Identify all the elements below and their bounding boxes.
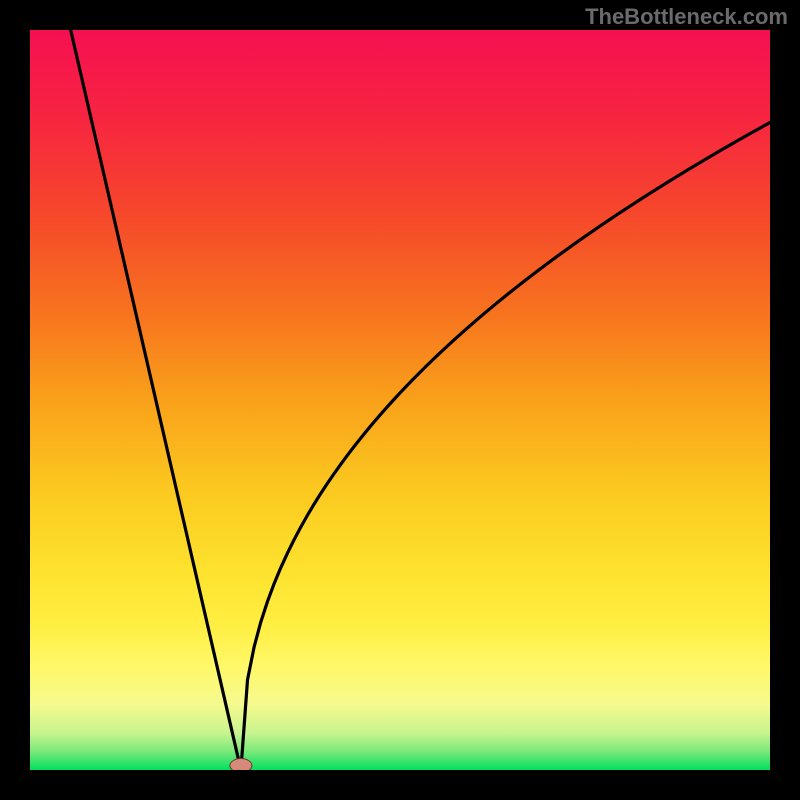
plot-background bbox=[30, 30, 770, 770]
chart-frame: TheBottleneck.com bbox=[0, 0, 800, 800]
optimal-point-marker bbox=[230, 759, 252, 773]
bottleneck-curve-chart bbox=[0, 0, 800, 800]
